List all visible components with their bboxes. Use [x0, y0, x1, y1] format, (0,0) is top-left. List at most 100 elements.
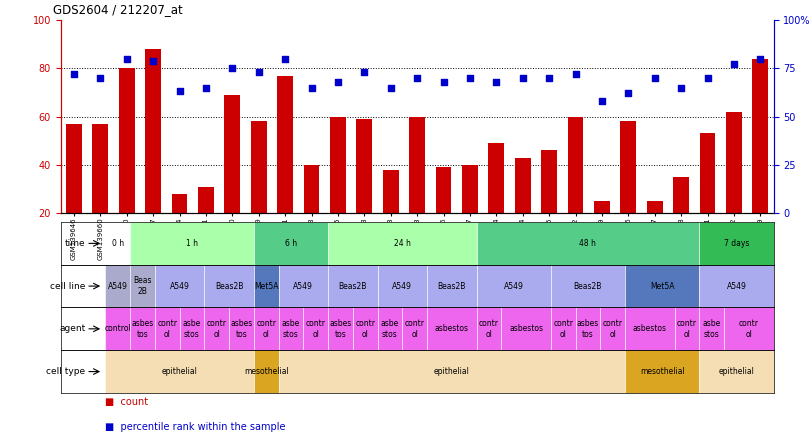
Text: Beas2B: Beas2B: [573, 281, 602, 291]
Bar: [436, 167, 451, 262]
Point: [199, 84, 212, 91]
Point: [358, 68, 371, 75]
Point: [252, 68, 265, 75]
Text: asbe
stos: asbe stos: [282, 319, 300, 338]
Text: contr
ol: contr ol: [305, 319, 326, 338]
Point: [648, 75, 661, 82]
Bar: [145, 49, 161, 262]
Text: asbe
stos: asbe stos: [183, 319, 201, 338]
Bar: [700, 134, 715, 262]
Text: 24 h: 24 h: [394, 239, 411, 248]
Bar: [462, 165, 478, 262]
Bar: [92, 124, 109, 262]
Point: [569, 71, 582, 78]
Bar: [620, 121, 637, 262]
Point: [543, 75, 556, 82]
Text: GDS2604 / 212207_at: GDS2604 / 212207_at: [53, 3, 182, 16]
Text: A549: A549: [293, 281, 313, 291]
Text: contr
ol: contr ol: [355, 319, 375, 338]
Text: contr
ol: contr ol: [207, 319, 227, 338]
Text: contr
ol: contr ol: [603, 319, 623, 338]
Point: [675, 84, 688, 91]
Text: asbestos: asbestos: [633, 324, 667, 333]
Bar: [304, 165, 319, 262]
Text: Beas2B: Beas2B: [437, 281, 466, 291]
Bar: [541, 151, 557, 262]
Text: cell type: cell type: [46, 367, 85, 376]
Text: contr
ol: contr ol: [157, 319, 177, 338]
Point: [463, 75, 476, 82]
Bar: [488, 143, 505, 262]
Text: contr
ol: contr ol: [256, 319, 276, 338]
Text: asbes
tos: asbes tos: [131, 319, 154, 338]
Point: [727, 61, 740, 68]
Text: contr
ol: contr ol: [739, 319, 759, 338]
Text: A549: A549: [727, 281, 746, 291]
Point: [279, 55, 292, 62]
Text: cell line: cell line: [50, 281, 85, 291]
Point: [226, 65, 239, 72]
Text: A549: A549: [169, 281, 190, 291]
Point: [701, 75, 714, 82]
Point: [94, 75, 107, 82]
Text: 0 h: 0 h: [112, 239, 124, 248]
Text: epithelial: epithelial: [162, 367, 198, 376]
Text: Beas2B: Beas2B: [339, 281, 367, 291]
Bar: [277, 75, 293, 262]
Text: Met5A: Met5A: [254, 281, 279, 291]
Text: A549: A549: [504, 281, 523, 291]
Point: [120, 55, 133, 62]
Text: asbes
tos: asbes tos: [230, 319, 253, 338]
Text: Beas
2B: Beas 2B: [133, 277, 151, 296]
Text: asbestos: asbestos: [435, 324, 469, 333]
Point: [622, 90, 635, 97]
Bar: [198, 186, 214, 262]
Text: asbe
stos: asbe stos: [381, 319, 399, 338]
Bar: [66, 124, 82, 262]
Bar: [224, 95, 241, 262]
Point: [411, 75, 424, 82]
Text: contr
ol: contr ol: [405, 319, 424, 338]
Text: Met5A: Met5A: [650, 281, 675, 291]
Point: [331, 78, 344, 85]
Text: mesothelial: mesothelial: [640, 367, 684, 376]
Point: [173, 88, 186, 95]
Bar: [409, 117, 425, 262]
Bar: [330, 117, 346, 262]
Bar: [568, 117, 583, 262]
Point: [437, 78, 450, 85]
Bar: [726, 112, 742, 262]
Text: mesothelial: mesothelial: [244, 367, 288, 376]
Bar: [356, 119, 373, 262]
Text: 6 h: 6 h: [285, 239, 297, 248]
Bar: [647, 201, 663, 262]
Text: asbes
tos: asbes tos: [330, 319, 352, 338]
Text: contr
ol: contr ol: [553, 319, 573, 338]
Bar: [172, 194, 187, 262]
Text: control: control: [104, 324, 131, 333]
Point: [595, 98, 608, 105]
Point: [754, 55, 767, 62]
Text: contr
ol: contr ol: [677, 319, 697, 338]
Text: asbestos: asbestos: [509, 324, 543, 333]
Text: A549: A549: [392, 281, 412, 291]
Point: [490, 78, 503, 85]
Text: ■  count: ■ count: [105, 397, 148, 408]
Bar: [119, 68, 134, 262]
Bar: [673, 177, 689, 262]
Text: 1 h: 1 h: [186, 239, 198, 248]
Bar: [251, 121, 266, 262]
Text: asbe
stos: asbe stos: [702, 319, 721, 338]
Point: [384, 84, 397, 91]
Point: [305, 84, 318, 91]
Point: [147, 57, 160, 64]
Text: epithelial: epithelial: [434, 367, 470, 376]
Bar: [383, 170, 399, 262]
Point: [516, 75, 529, 82]
Bar: [752, 59, 768, 262]
Text: asbes
tos: asbes tos: [577, 319, 599, 338]
Text: 48 h: 48 h: [579, 239, 596, 248]
Text: agent: agent: [59, 324, 85, 333]
Text: Beas2B: Beas2B: [215, 281, 243, 291]
Bar: [515, 158, 531, 262]
